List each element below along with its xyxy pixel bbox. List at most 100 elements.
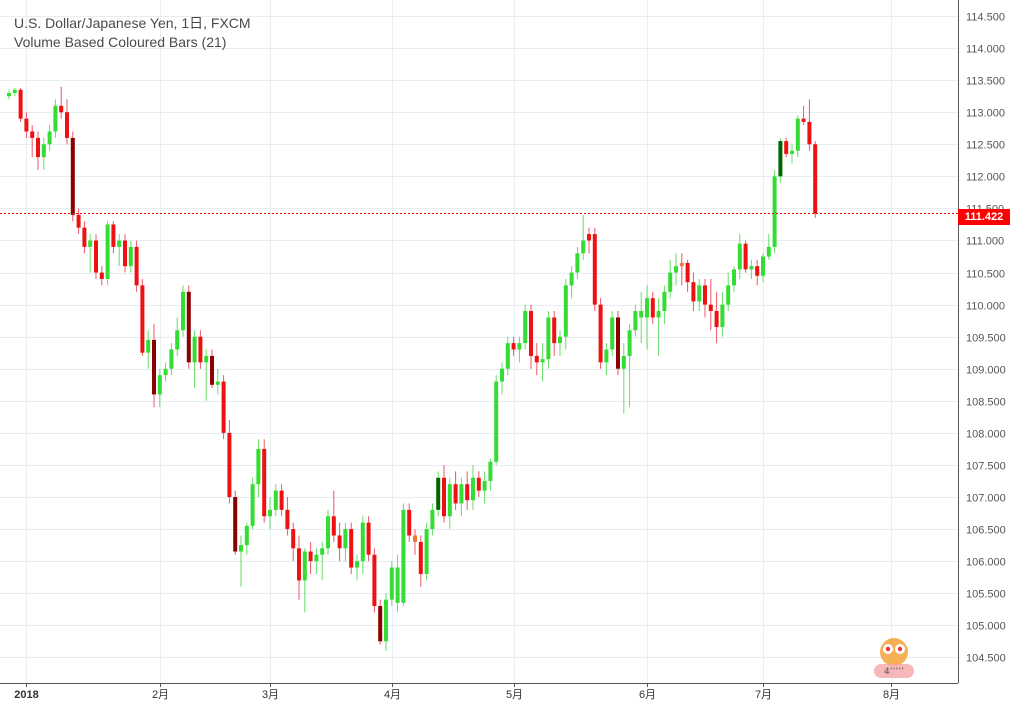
candle — [488, 458, 493, 491]
candle — [476, 471, 481, 498]
candle — [413, 529, 417, 555]
candle — [227, 420, 232, 504]
candle-body — [152, 339, 156, 395]
candle-body — [633, 311, 638, 331]
candle-body — [59, 105, 64, 113]
candle — [685, 259, 690, 292]
candle — [291, 522, 296, 562]
price-tick-label: 109.500 — [966, 333, 1006, 345]
candle-body — [563, 285, 568, 337]
candle-body — [743, 243, 748, 270]
candle-body — [123, 240, 127, 267]
candle-body — [99, 272, 104, 279]
candle — [395, 554, 400, 613]
chart-legend: U.S. Dollar/Japanese Yen, 1日, FXCM Volum… — [14, 14, 251, 52]
candle-body — [529, 311, 533, 356]
candle — [221, 375, 226, 440]
candle-body — [459, 484, 464, 504]
candle — [53, 99, 58, 138]
candle — [105, 221, 110, 286]
candle — [355, 554, 359, 581]
candle-body — [302, 551, 307, 581]
candle — [534, 343, 539, 376]
candle — [430, 503, 435, 536]
price-tick-label: 105.000 — [966, 621, 1006, 633]
candle-body — [117, 240, 122, 247]
candle-body — [244, 525, 249, 546]
candle — [540, 343, 545, 382]
candle-body — [384, 599, 388, 642]
candle-body — [430, 509, 435, 530]
candle — [331, 490, 336, 542]
candle — [708, 278, 713, 331]
owl-logo-icon: 4ʼʼʼʼʼ — [874, 638, 914, 678]
candle — [215, 368, 220, 395]
candle-body — [558, 336, 562, 344]
candle — [610, 311, 615, 356]
candle — [732, 266, 736, 292]
candle-body — [714, 311, 719, 328]
candle — [285, 497, 290, 536]
candle — [343, 522, 348, 562]
candle-body — [772, 176, 777, 247]
candle-body — [366, 522, 371, 555]
candle — [198, 330, 203, 369]
candle — [703, 278, 707, 318]
candle — [761, 253, 765, 283]
candle — [581, 214, 586, 260]
candle — [94, 234, 98, 279]
candle — [418, 535, 423, 587]
candle-body — [708, 304, 713, 312]
candle-body — [453, 484, 458, 504]
candle — [517, 336, 522, 363]
time-tick-label: 7月 — [755, 689, 772, 701]
candle-body — [65, 112, 69, 138]
candle-body — [668, 272, 673, 292]
candle — [152, 323, 156, 408]
candle — [134, 240, 139, 292]
candle — [157, 368, 162, 408]
price-tick-label: 111.000 — [966, 236, 1004, 248]
candle-body — [88, 240, 93, 247]
candle — [163, 362, 168, 382]
candle-body — [424, 529, 429, 574]
candle-body — [552, 317, 557, 344]
candle-body — [569, 272, 574, 286]
time-tick-label: 3月 — [262, 689, 279, 701]
candle-body — [726, 285, 731, 305]
candle — [616, 311, 620, 376]
candle — [378, 599, 383, 645]
candle — [436, 471, 441, 517]
candle — [424, 522, 429, 581]
candle-body — [546, 317, 551, 360]
watermark-text: 4ʼʼʼʼʼ — [884, 667, 904, 677]
candle — [181, 285, 185, 337]
candle — [743, 240, 748, 273]
price-tick-label: 114.500 — [966, 12, 1005, 24]
candle — [604, 343, 609, 376]
candle-body — [30, 131, 35, 138]
candle — [12, 87, 17, 97]
candle-body — [795, 118, 800, 151]
candle — [755, 259, 760, 286]
candle — [442, 464, 446, 523]
candle-body — [801, 118, 806, 122]
candle-body — [41, 144, 46, 158]
candle-body — [105, 224, 110, 279]
candle — [650, 291, 655, 324]
candle-body — [436, 477, 441, 510]
candle-body — [540, 359, 545, 363]
candle-body — [227, 432, 232, 498]
candle — [88, 234, 93, 273]
candle-body — [494, 381, 499, 462]
candle-body — [523, 311, 528, 344]
candle — [569, 266, 574, 299]
candle — [668, 259, 673, 299]
candle-body — [186, 291, 191, 363]
candle-body — [285, 509, 290, 530]
candle-body — [720, 304, 725, 328]
candle — [128, 240, 133, 273]
candle-body — [650, 298, 655, 318]
